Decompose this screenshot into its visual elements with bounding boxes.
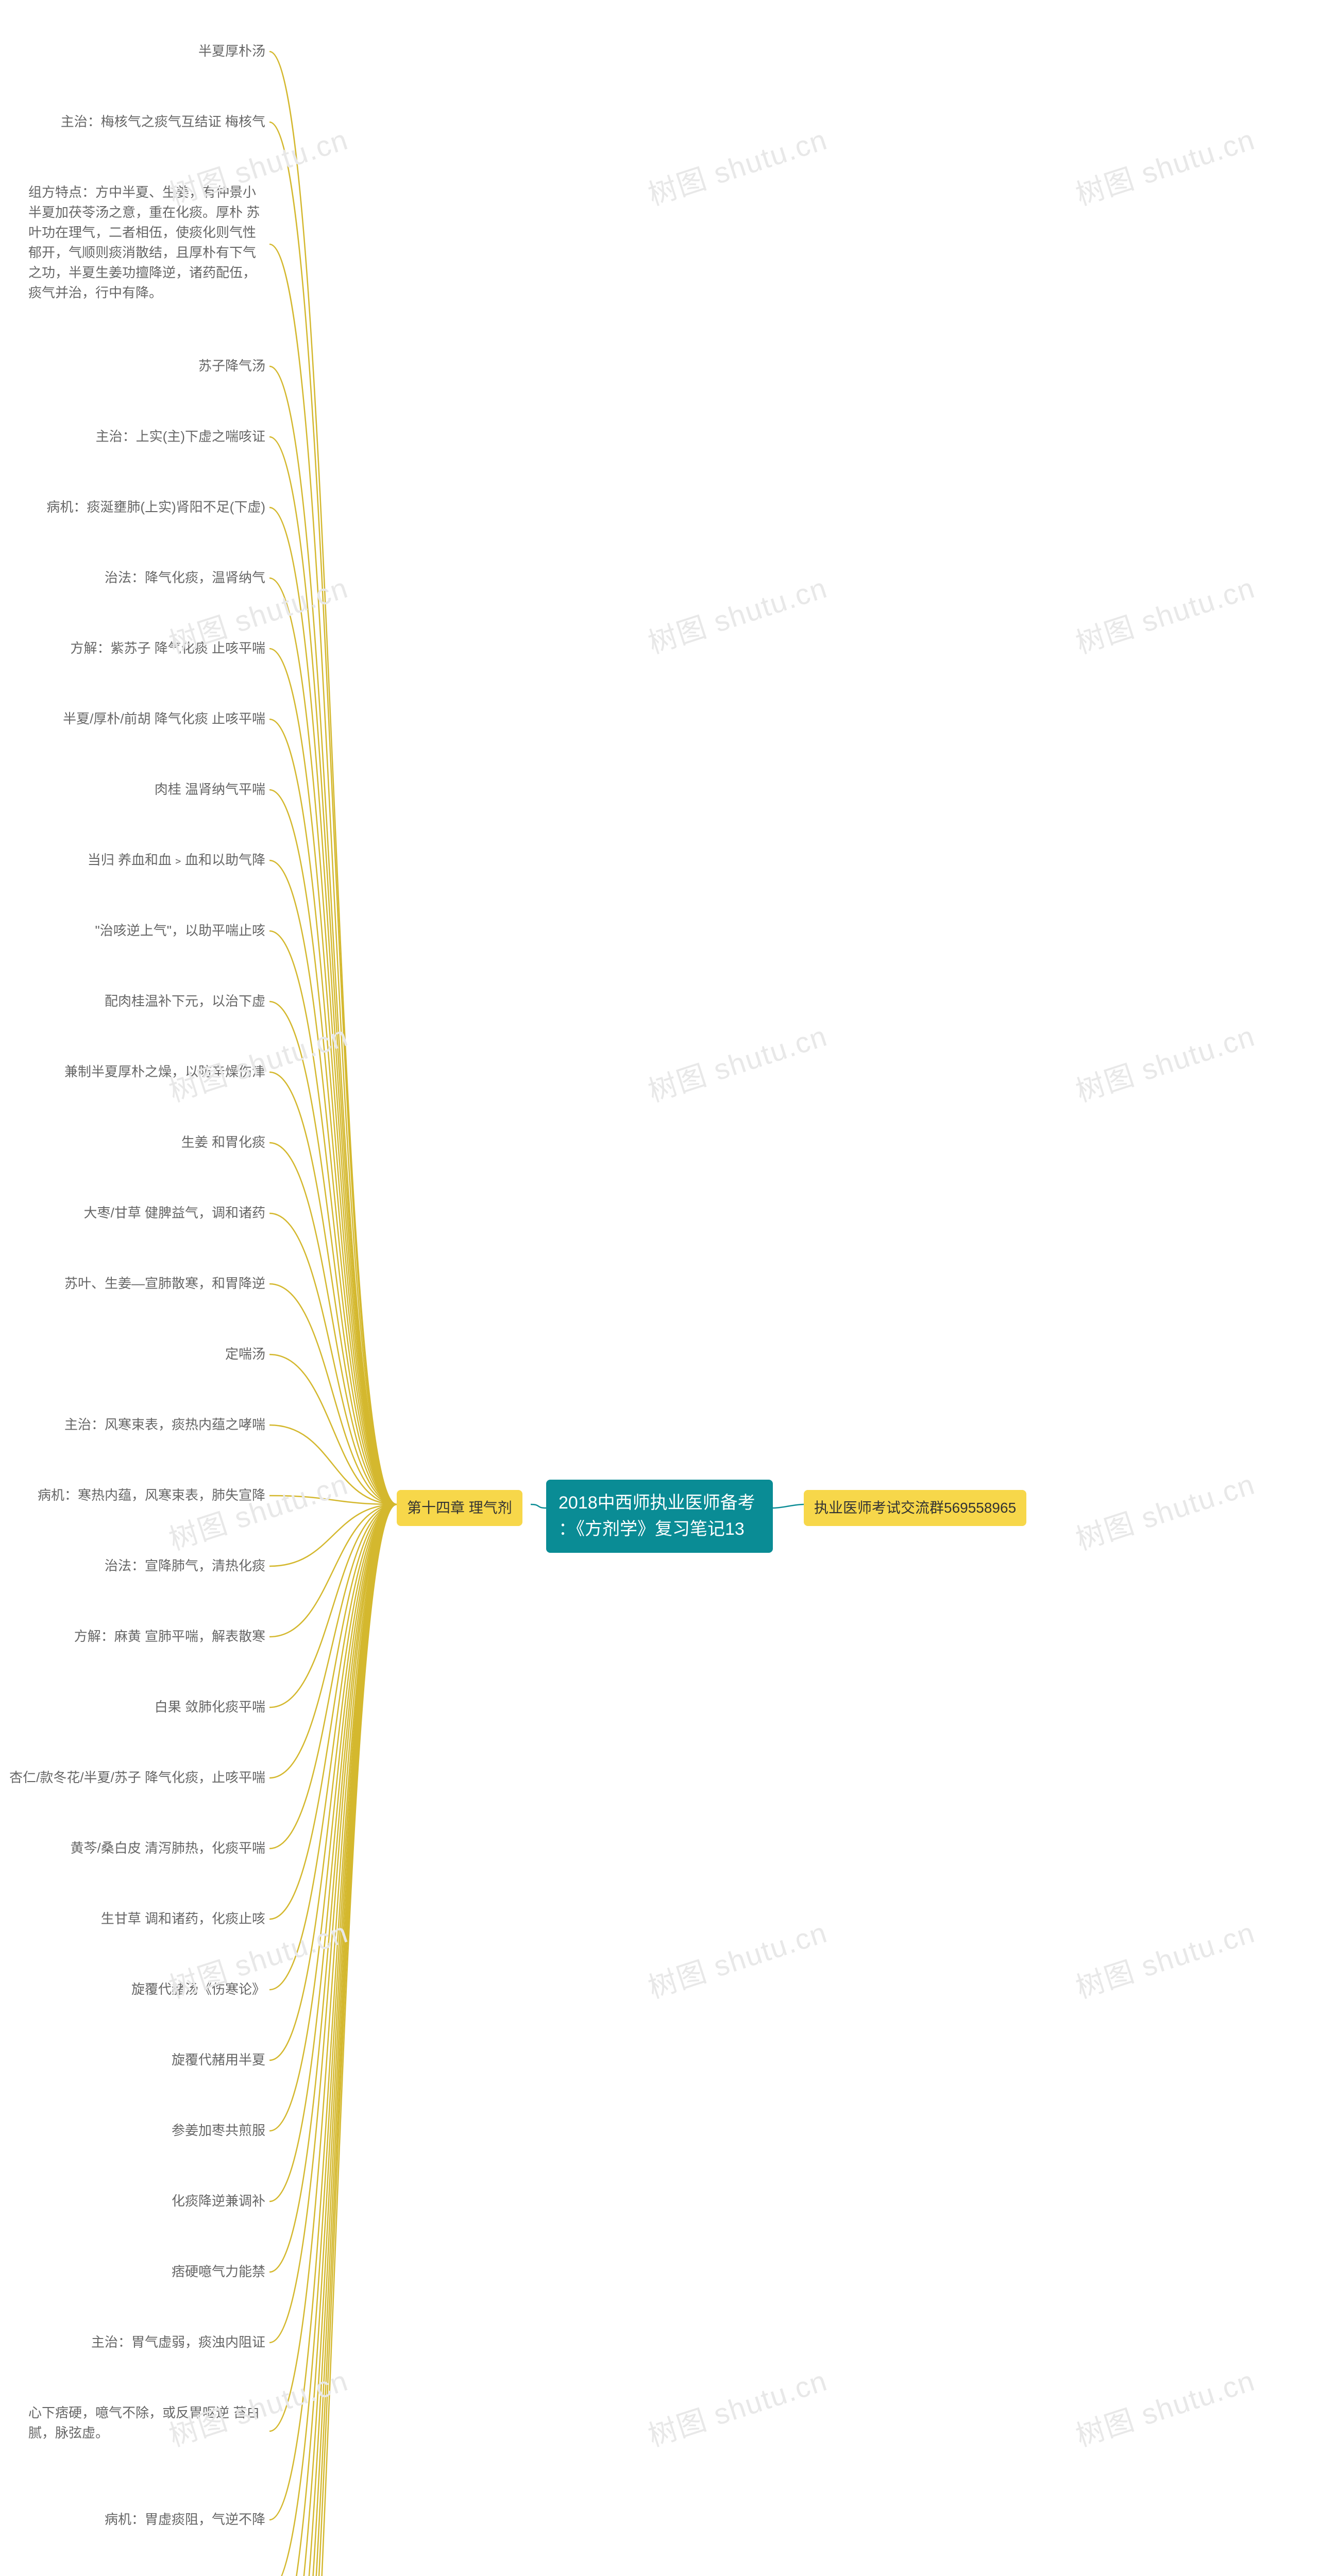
leaf-node: 主治：胃气虚弱，痰浊内阻证 [91,2332,265,2352]
branch-right: 执业医师考试交流群569558965 [804,1490,1026,1526]
root-title-line1: 2018中西师执业医师备考 [559,1493,755,1513]
leaf-node: 生甘草 调和诸药，化痰止咳 [101,1909,265,1929]
leaf-node: 心下痞硬，噫气不除，或反胃呕逆 苔白腻，脉弦虚。 [28,2403,265,2443]
leaf-node: 苏叶、生姜—宣肺散寒，和胃降逆 [64,1274,265,1294]
leaf-node: 化痰降逆兼调补 [172,2191,265,2211]
leaf-node: 半夏/厚朴/前胡 降气化痰 止咳平喘 [63,709,265,729]
root-title-line2: ：《方剂学》复习笔记13 [559,1519,745,1539]
branch-left: 第十四章 理气剂 [397,1490,522,1526]
watermark: 树图 shutu.cn [642,116,832,214]
leaf-node: 病机：胃虚痰阻，气逆不降 [105,2510,265,2530]
leaf-node: 痞硬噫气力能禁 [172,2262,265,2282]
leaf-node: 定喘汤 [225,1344,265,1364]
watermark: 树图 shutu.cn [1070,1013,1260,1110]
watermark: 树图 shutu.cn [642,1909,832,2007]
leaf-node: 当归 养血和血﹥血和以助气降 [88,850,265,870]
leaf-node: 组方特点：方中半夏、生姜，有仲景小半夏加茯苓汤之意，重在化痰。厚朴 苏叶功在理气… [28,182,265,303]
leaf-node: "治咳逆上气"，以助平喘止咳 [95,921,265,941]
watermark: 树图 shutu.cn [1070,1461,1260,1558]
leaf-node: 治法：降气化痰，温肾纳气 [105,568,265,588]
root-node: 2018中西师执业医师备考 ：《方剂学》复习笔记13 [546,1480,773,1553]
watermark: 树图 shutu.cn [642,565,832,662]
leaf-node: 杏仁/款冬花/半夏/苏子 降气化痰，止咳平喘 [9,1768,265,1788]
leaf-node: 黄芩/桑白皮 清泻肺热，化痰平喘 [71,1838,265,1858]
leaf-node: 方解：紫苏子 降气化痰 止咳平喘 [71,638,265,658]
leaf-node: 白果 敛肺化痰平喘 [155,1697,265,1717]
leaf-node: 大枣/甘草 健脾益气，调和诸药 [84,1203,265,1223]
leaf-node: 主治：风寒束表，痰热内蕴之哮喘 [64,1415,265,1435]
watermark: 树图 shutu.cn [1070,1909,1260,2007]
leaf-node: 参姜加枣共煎服 [172,2121,265,2141]
watermark: 树图 shutu.cn [642,1013,832,1110]
leaf-node: 病机：痰涎壅肺(上实)肾阳不足(下虚) [46,497,265,517]
leaf-node: 治法：宣降肺气，清热化痰 [105,1556,265,1576]
leaf-node: 兼制半夏厚朴之燥，以防辛燥伤津 [64,1062,265,1082]
leaf-node: 主治：梅核气之痰气互结证 梅核气 [61,112,265,132]
leaf-node: 旋覆代赭用半夏 [172,2050,265,2070]
watermark: 树图 shutu.cn [642,2358,832,2455]
leaf-node: 肉桂 温肾纳气平喘 [155,779,265,800]
leaf-node: 半夏厚朴汤 [198,41,265,61]
watermark: 树图 shutu.cn [1070,565,1260,662]
leaf-node: 生姜 和胃化痰 [181,1132,265,1153]
leaf-node: 配肉桂温补下元，以治下虚 [105,991,265,1011]
leaf-node: 病机：寒热内蕴，风寒束表，肺失宣降 [38,1485,265,1505]
leaf-node: 方解：麻黄 宣肺平喘，解表散寒 [74,1626,265,1647]
watermark: 树图 shutu.cn [163,1461,353,1558]
leaf-node: 主治：上实(主)下虚之喘咳证 [96,427,265,447]
leaf-node: 苏子降气汤 [198,356,265,376]
leaf-node: 旋覆代赭汤《伤寒论》 [131,1979,265,1999]
watermark: 树图 shutu.cn [1070,2358,1260,2455]
watermark: 树图 shutu.cn [1070,116,1260,214]
